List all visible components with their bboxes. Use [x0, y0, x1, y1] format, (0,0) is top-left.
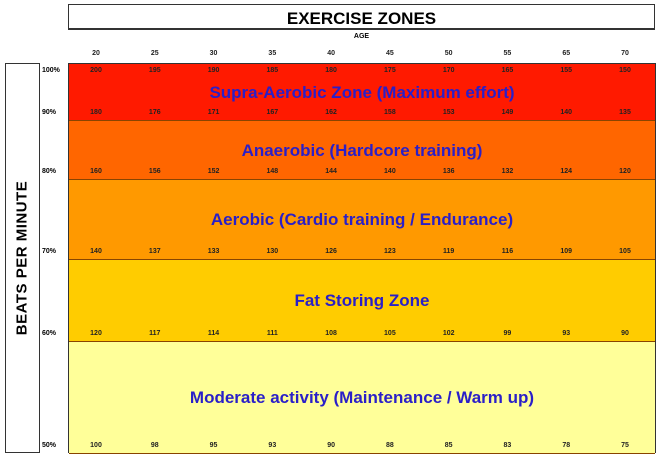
percent-label: 60% [42, 330, 57, 337]
bpm-value: 117 [149, 330, 161, 337]
bpm-value: 165 [501, 67, 514, 74]
bpm-value: 140 [90, 248, 102, 255]
bpm-value: 155 [560, 67, 573, 74]
zone-label: Anaerobic (Hardcore training) [241, 140, 483, 160]
bpm-value: 153 [442, 109, 455, 116]
bpm-value: 105 [619, 248, 631, 255]
age-tick: 30 [209, 50, 218, 57]
bpm-value: 152 [207, 168, 220, 175]
bpm-value: 88 [385, 442, 394, 449]
zone-band: Aerobic (Cardio training / Endurance) [69, 180, 655, 260]
bpm-value: 160 [90, 168, 102, 175]
y-axis-box [5, 63, 40, 453]
bpm-value: 156 [148, 168, 161, 175]
bpm-value: 200 [90, 67, 102, 74]
bpm-value: 93 [268, 442, 277, 449]
bpm-value: 111 [266, 330, 278, 337]
bpm-value: 120 [90, 330, 102, 337]
bpm-value: 85 [444, 442, 453, 449]
bpm-value: 158 [384, 109, 396, 116]
bpm-value: 150 [619, 67, 631, 74]
bpm-value: 140 [384, 168, 396, 175]
age-tick: 25 [150, 50, 159, 57]
bpm-value: 126 [325, 248, 337, 255]
zone-band: Moderate activity (Maintenance / Warm up… [69, 342, 655, 454]
bpm-value: 140 [560, 109, 573, 116]
bpm-value: 93 [562, 330, 571, 337]
bpm-value: 90 [327, 442, 336, 449]
age-tick: 55 [503, 50, 512, 57]
bpm-value: 149 [501, 109, 514, 116]
percent-label: 50% [42, 442, 57, 449]
bpm-value: 75 [621, 442, 629, 449]
bpm-value: 90 [621, 330, 629, 337]
zone-band: Anaerobic (Hardcore training) [69, 121, 655, 180]
bpm-value: 124 [560, 168, 573, 175]
bpm-value: 195 [148, 67, 161, 74]
bpm-value: 180 [325, 67, 337, 74]
percent-label: 90% [42, 109, 57, 116]
zone-label: Fat Storing Zone [294, 291, 430, 310]
bpm-value: 78 [562, 442, 571, 449]
zone-label: Supra-Aerobic Zone (Maximum effort) [209, 82, 515, 102]
age-tick: 45 [385, 50, 394, 57]
bpm-value: 119 [443, 248, 455, 255]
bpm-value: 185 [266, 67, 279, 74]
bpm-value: 83 [503, 442, 512, 449]
age-tick: 35 [268, 50, 277, 57]
bpm-value: 123 [384, 248, 396, 255]
bpm-value: 133 [207, 248, 220, 255]
age-tick: 40 [327, 50, 336, 57]
percent-label: 70% [42, 248, 57, 255]
bpm-value: 175 [384, 67, 396, 74]
bpm-value: 190 [207, 67, 220, 74]
bpm-value: 109 [560, 248, 573, 255]
bpm-value: 95 [209, 442, 218, 449]
percent-label: 80% [42, 168, 57, 175]
zone-label: Moderate activity (Maintenance / Warm up… [189, 388, 535, 407]
bpm-value: 162 [325, 109, 337, 116]
bpm-value: 148 [266, 168, 279, 175]
age-tick: 65 [562, 50, 571, 57]
bpm-value: 108 [325, 330, 337, 337]
chart-title: EXERCISE ZONES [68, 4, 655, 30]
bpm-value: 98 [150, 442, 159, 449]
zones-grid: Supra-Aerobic Zone (Maximum effort) Anaer… [68, 63, 656, 454]
bpm-value: 100 [90, 442, 102, 449]
age-tick: 70 [621, 50, 629, 57]
bpm-value: 99 [503, 330, 512, 337]
bpm-value: 136 [442, 168, 455, 175]
bpm-value: 120 [619, 168, 631, 175]
bpm-value: 105 [384, 330, 396, 337]
bpm-value: 116 [501, 248, 514, 255]
bpm-value: 102 [442, 330, 455, 337]
x-axis-label: AGE [353, 33, 370, 40]
bpm-value: 176 [148, 109, 161, 116]
age-tick: 20 [92, 50, 100, 57]
bpm-value: 137 [148, 248, 161, 255]
bpm-value: 135 [619, 109, 631, 116]
bpm-value: 171 [207, 109, 220, 116]
bpm-value: 144 [325, 168, 337, 175]
bpm-value: 170 [442, 67, 455, 74]
zone-label: Aerobic (Cardio training / Endurance) [210, 210, 514, 229]
bpm-value: 180 [90, 109, 102, 116]
bpm-value: 114 [207, 330, 220, 337]
age-tick: 50 [444, 50, 453, 57]
zone-band: Supra-Aerobic Zone (Maximum effort) [69, 64, 655, 121]
bpm-value: 130 [266, 248, 279, 255]
bpm-value: 132 [501, 168, 514, 175]
bpm-value: 167 [266, 109, 279, 116]
percent-label: 100% [42, 67, 60, 74]
zone-band: Fat Storing Zone [69, 260, 655, 342]
